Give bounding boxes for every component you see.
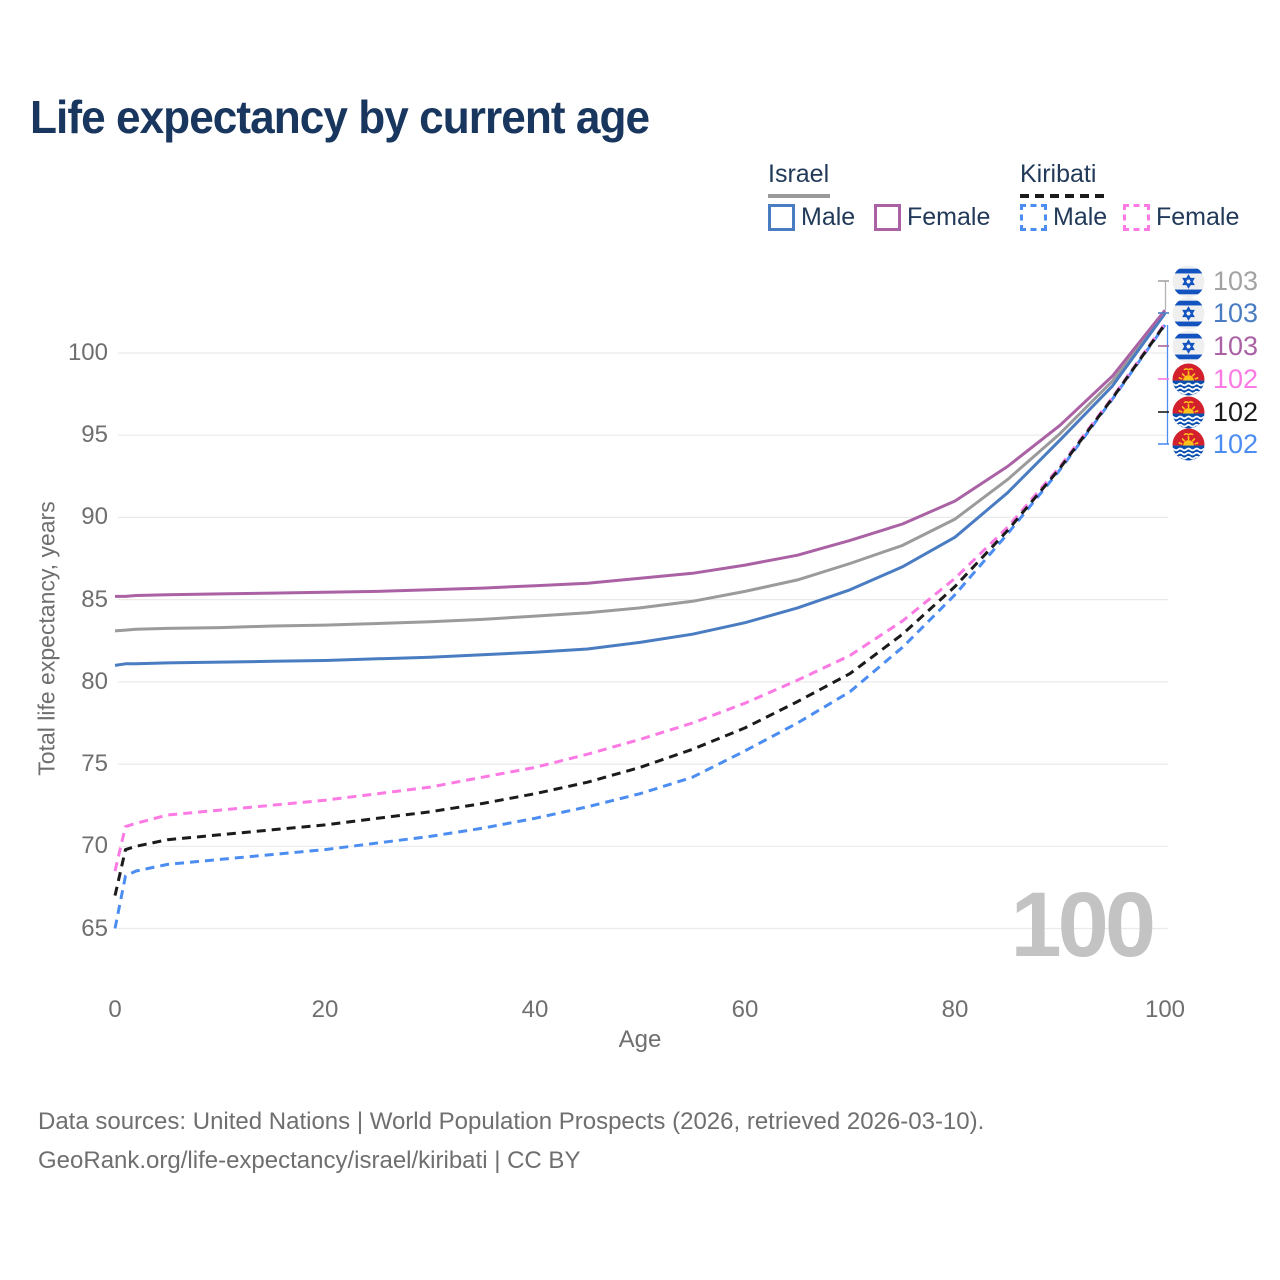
legend-item-label: Female: [1156, 203, 1240, 231]
kiribati-dashed-line-swatch: [1020, 194, 1108, 198]
kiribati-male-swatch-icon: [1020, 204, 1047, 231]
end-label-row: 102: [1172, 428, 1258, 461]
y-tick-label: 80: [81, 668, 108, 695]
kiribati-flag-icon: [1172, 428, 1205, 461]
end-label-row: 102: [1172, 363, 1258, 396]
footer-data-sources: Data sources: United Nations | World Pop…: [38, 1108, 985, 1135]
x-tick-label: 100: [1144, 996, 1186, 1023]
israel-flag-icon: [1172, 330, 1205, 363]
legend-group-label-kiribati: Kiribati: [1020, 160, 1097, 188]
israel-solid-line-swatch: [768, 194, 830, 198]
legend-item-label: Male: [1053, 203, 1108, 231]
israel-flag-icon: [1172, 297, 1205, 330]
x-tick-label: 60: [731, 996, 759, 1023]
legend-item-kiribati-female[interactable]: Female: [1123, 203, 1239, 232]
x-tick-label: 0: [108, 996, 122, 1023]
legend-item-israel-male[interactable]: Male: [768, 203, 855, 232]
age-watermark: 100: [1011, 874, 1153, 976]
end-label-value: 103: [1213, 266, 1259, 296]
israel-flag-icon: [1172, 265, 1205, 298]
end-label-connectors: [1158, 280, 1169, 445]
x-axis-title: Age: [618, 1026, 662, 1053]
y-tick-label: 70: [81, 832, 108, 859]
legend-item-kiribati-male[interactable]: Male: [1020, 203, 1107, 232]
end-label-value: 102: [1213, 364, 1259, 394]
x-tick-label: 40: [521, 996, 549, 1023]
kiribati-female-swatch-icon: [1123, 204, 1150, 231]
y-tick-label: 85: [81, 586, 108, 613]
footer-attribution: GeoRank.org/life-expectancy/israel/kirib…: [38, 1147, 581, 1174]
y-tick-label: 100: [67, 339, 108, 366]
end-label-row: 103: [1172, 265, 1258, 298]
x-tick-label: 80: [941, 996, 969, 1023]
end-label-value: 102: [1213, 397, 1259, 427]
legend-item-label: Female: [907, 203, 991, 231]
end-label-row: 103: [1172, 297, 1258, 330]
kiribati-flag-icon: [1172, 363, 1205, 396]
legend-group-label-israel: Israel: [768, 160, 830, 188]
series-lines: [113, 309, 1167, 929]
x-tick-label: 20: [311, 996, 339, 1023]
y-tick-label: 90: [81, 503, 108, 530]
gridlines: [118, 352, 1168, 930]
end-label-value: 103: [1213, 331, 1259, 361]
end-label-row: 103: [1172, 330, 1258, 363]
legend-item-israel-female[interactable]: Female: [874, 203, 990, 232]
israel-male-swatch-icon: [768, 204, 795, 231]
y-tick-label: 75: [81, 750, 108, 777]
kiribati-flag-icon: [1172, 396, 1205, 429]
page-title: Life expectancy by current age: [30, 91, 650, 143]
end-label-row: 102: [1172, 396, 1258, 429]
y-tick-label: 95: [81, 421, 108, 448]
y-tick-label: 65: [81, 915, 108, 942]
legend-item-label: Male: [801, 203, 856, 231]
israel-female-swatch-icon: [874, 204, 901, 231]
end-label-value: 102: [1213, 429, 1259, 459]
end-label-value: 103: [1213, 298, 1259, 328]
